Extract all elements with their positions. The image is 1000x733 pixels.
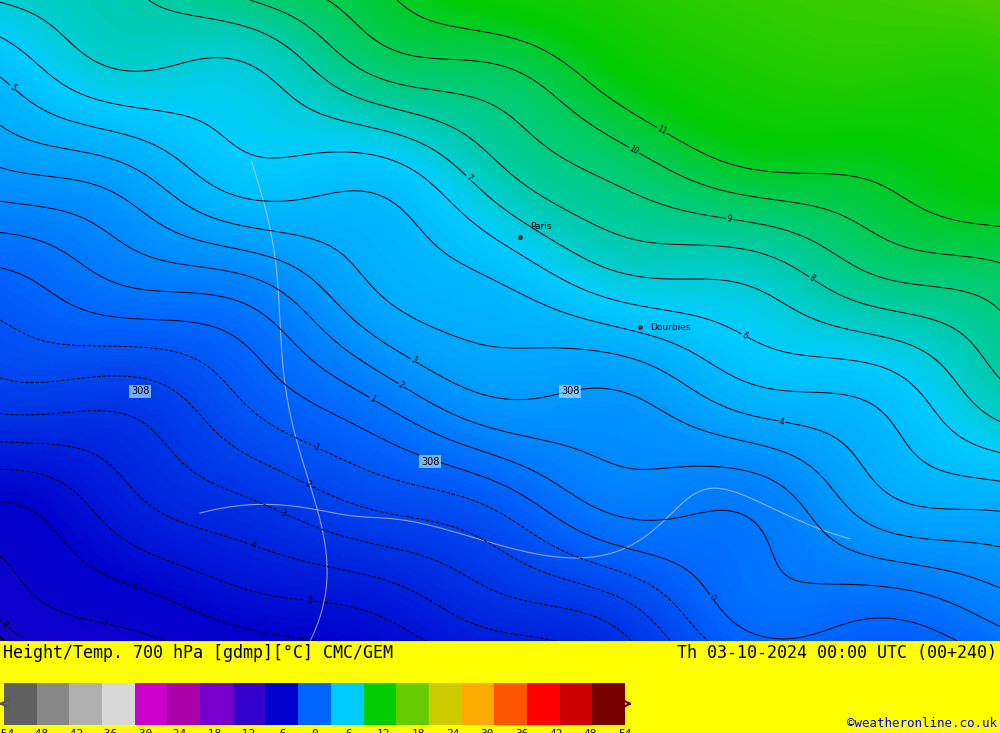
Text: 48: 48 (584, 729, 597, 733)
Text: -54: -54 (0, 729, 14, 733)
Text: -7: -7 (101, 619, 110, 629)
Text: 42: 42 (549, 729, 563, 733)
Text: 6: 6 (346, 729, 352, 733)
Text: 54: 54 (618, 729, 632, 733)
Text: 7: 7 (464, 173, 473, 183)
Text: -4: -4 (248, 539, 258, 550)
Bar (592, 682, 625, 725)
Text: Th 03-10-2024 00:00 UTC (00+240): Th 03-10-2024 00:00 UTC (00+240) (677, 644, 997, 662)
Bar (102, 682, 135, 725)
Bar (37, 682, 69, 725)
Bar (494, 682, 527, 725)
Bar (298, 682, 331, 725)
Bar (429, 682, 462, 725)
Bar (200, 682, 233, 725)
Bar (4, 682, 37, 725)
Text: 12: 12 (377, 729, 390, 733)
Text: 308: 308 (561, 386, 579, 397)
Text: 24: 24 (446, 729, 459, 733)
Bar (527, 682, 560, 725)
Text: 18: 18 (411, 729, 425, 733)
Bar (265, 682, 298, 725)
Text: Paris: Paris (530, 222, 552, 231)
Bar (396, 682, 429, 725)
Text: 36: 36 (515, 729, 528, 733)
Text: 30: 30 (480, 729, 494, 733)
Text: 0: 0 (707, 592, 717, 602)
Text: 5: 5 (8, 82, 17, 92)
Text: 11: 11 (655, 124, 668, 136)
Bar (560, 682, 592, 725)
Text: -5: -5 (305, 596, 313, 605)
Bar (135, 682, 167, 725)
Bar (167, 682, 200, 725)
Bar (69, 682, 102, 725)
Text: -24: -24 (166, 729, 187, 733)
Text: 6: 6 (740, 331, 749, 341)
Text: 4: 4 (779, 417, 785, 427)
Text: -8: -8 (0, 619, 10, 630)
Text: -12: -12 (235, 729, 256, 733)
Text: -1: -1 (310, 441, 321, 453)
Text: 2: 2 (397, 380, 405, 390)
Text: 3: 3 (409, 356, 418, 366)
Text: 10: 10 (628, 144, 640, 157)
Text: -6: -6 (273, 729, 287, 733)
Bar (233, 682, 265, 725)
Text: Height/Temp. 700 hPa [gdmp][°C] CMC/GEM: Height/Temp. 700 hPa [gdmp][°C] CMC/GEM (3, 644, 393, 662)
Text: -2: -2 (303, 479, 314, 490)
Bar (331, 682, 364, 725)
Text: 1: 1 (368, 394, 376, 404)
Text: 308: 308 (421, 457, 439, 467)
Text: -42: -42 (63, 729, 83, 733)
Text: -36: -36 (97, 729, 118, 733)
Text: -3: -3 (278, 507, 289, 518)
Text: ©weatheronline.co.uk: ©weatheronline.co.uk (847, 718, 997, 730)
Bar (364, 682, 396, 725)
Text: 0: 0 (311, 729, 318, 733)
Text: 9: 9 (726, 214, 732, 224)
Text: -18: -18 (201, 729, 221, 733)
Text: 308: 308 (131, 386, 149, 397)
Text: 8: 8 (808, 273, 816, 284)
Text: -30: -30 (132, 729, 152, 733)
Text: -48: -48 (28, 729, 49, 733)
Text: Dourbies: Dourbies (650, 323, 690, 331)
Bar (462, 682, 494, 725)
Text: -6: -6 (130, 581, 140, 593)
